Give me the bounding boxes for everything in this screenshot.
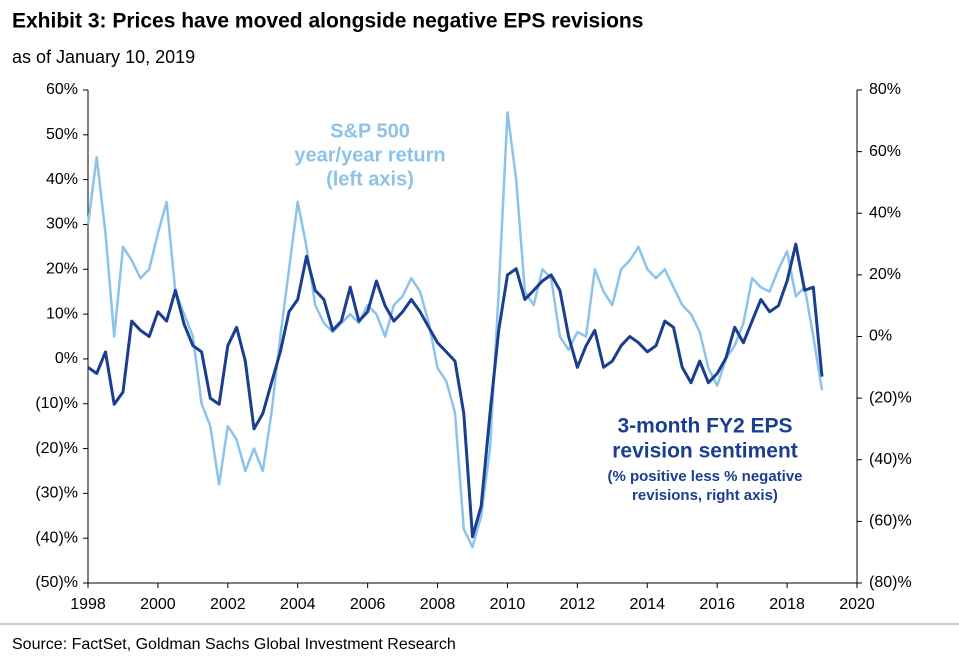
x-tick-label: 2004 [280,596,316,613]
annotation: year/year return [294,144,445,166]
x-tick-label: 2000 [140,596,176,613]
chart-title: Exhibit 3: Prices have moved alongside n… [12,10,643,33]
x-tick-label: 2010 [490,596,526,613]
annotation: S&P 500 [330,120,410,142]
x-tick-label: 2008 [420,596,456,613]
y2-tick-label: (20)% [869,389,912,406]
y2-tick-label: 20% [869,266,901,283]
x-tick-label: 2006 [350,596,386,613]
y2-tick-label: (40)% [869,451,912,468]
y-tick-label: 0% [55,350,78,367]
y-tick-label: 10% [46,305,78,322]
y2-tick-label: (60)% [869,513,912,530]
y2-tick-label: 40% [869,204,901,221]
annotation: revision sentiment [612,440,798,463]
y2-tick-label: 60% [869,143,901,160]
series-line [87,242,824,539]
x-tick-label: 2002 [210,596,246,613]
y2-tick-label: (80)% [869,574,912,591]
y-tick-label: (20)% [35,440,78,457]
chart-subtitle: as of January 10, 2019 [12,47,195,67]
x-tick-label: 1998 [70,596,106,613]
y-tick-label: (40)% [35,529,78,546]
y2-tick-label: 80% [869,81,901,98]
annotation: 3-month FY2 EPS [617,415,792,438]
y-tick-label: 50% [46,126,78,143]
x-tick-label: 2018 [769,596,805,613]
series-line [86,111,824,549]
y-tick-label: 40% [46,171,78,188]
x-tick-label: 2012 [560,596,596,613]
x-tick-label: 2014 [629,596,665,613]
y-tick-label: 60% [46,81,78,98]
y-tick-label: 30% [46,216,78,233]
y-tick-label: (30)% [35,485,78,502]
annotation: (% positive less % negative [607,468,802,485]
y2-tick-label: 0% [869,328,892,345]
annotation: (left axis) [326,168,414,190]
x-tick-label: 2016 [699,596,735,613]
x-tick-label: 2020 [839,596,875,613]
y-tick-label: (10)% [35,395,78,412]
annotation: revisions, right axis) [632,487,778,504]
source: Source: FactSet, Goldman Sachs Global In… [12,636,456,653]
y-tick-label: 20% [46,260,78,277]
y-tick-label: (50)% [35,574,78,591]
